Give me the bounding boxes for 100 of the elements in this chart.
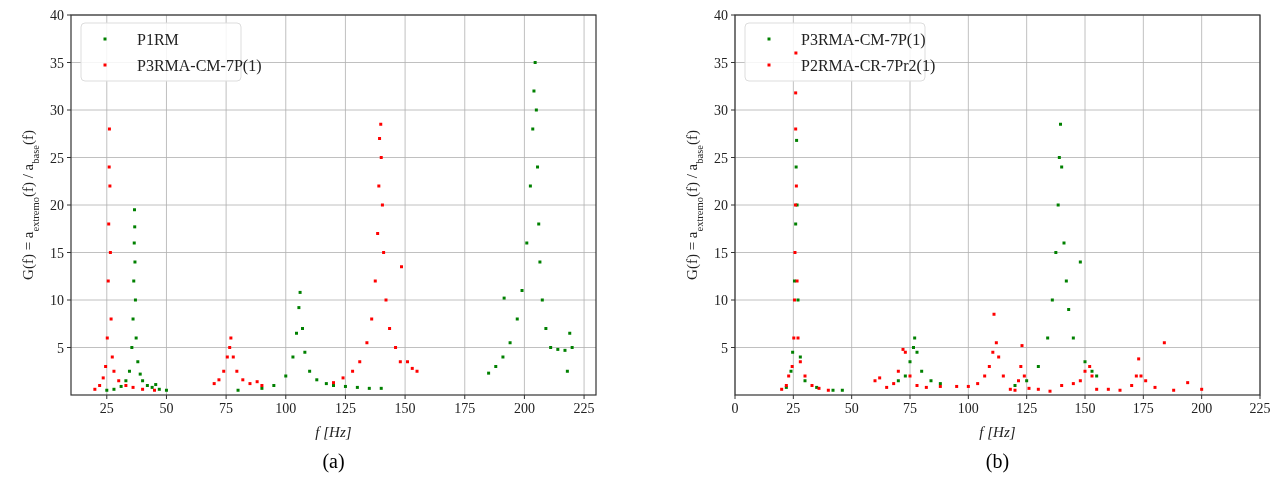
- x-tick-label: 125: [1016, 401, 1038, 416]
- point: [1025, 379, 1029, 383]
- x-tick-label: 150: [394, 401, 416, 416]
- y-tick-label: 20: [714, 198, 728, 213]
- point: [1057, 156, 1061, 159]
- point: [920, 369, 924, 373]
- point: [212, 382, 216, 386]
- point: [388, 327, 392, 330]
- y-tick-label: 35: [714, 55, 728, 71]
- point: [1046, 336, 1050, 340]
- x-tick-label: 25: [99, 401, 114, 416]
- y-tick-label: 40: [50, 8, 64, 23]
- y-tick-label: 15: [714, 245, 728, 261]
- point: [1036, 365, 1040, 368]
- point: [124, 384, 128, 387]
- point: [912, 346, 915, 349]
- point: [1064, 279, 1068, 283]
- y-tick-label: 40: [714, 8, 728, 23]
- point: [231, 355, 235, 359]
- point: [1050, 298, 1054, 302]
- point: [382, 251, 386, 254]
- text: (b): [985, 450, 1010, 473]
- text: (a): [322, 450, 345, 473]
- point: [112, 369, 116, 373]
- y-tick-label: 20: [50, 198, 64, 213]
- point: [105, 336, 109, 340]
- point: [405, 360, 409, 364]
- point: [1056, 203, 1060, 207]
- point: [109, 317, 113, 321]
- x-axis-title: f [Hz]: [315, 424, 352, 440]
- point: [831, 388, 835, 392]
- point: [358, 360, 362, 364]
- point: [373, 279, 377, 283]
- point: [380, 203, 384, 207]
- x-tick-label: 200: [1191, 401, 1213, 416]
- y-tick-label: 25: [50, 150, 64, 166]
- y-tick-label: 25: [714, 150, 728, 166]
- legend-label: P3RMA-CM-7P(1): [801, 31, 926, 49]
- point: [908, 360, 912, 364]
- point: [794, 165, 798, 169]
- point: [1071, 336, 1075, 340]
- point: [398, 360, 402, 364]
- point: [379, 156, 383, 159]
- x-tick-label: 175: [454, 401, 476, 416]
- point: [415, 369, 419, 373]
- point: [794, 222, 798, 226]
- point: [400, 265, 404, 269]
- point: [795, 138, 799, 142]
- point: [341, 376, 345, 380]
- point: [1078, 260, 1082, 264]
- x-tick-label: 200: [513, 401, 535, 416]
- legend-label: P1RM: [137, 31, 179, 48]
- point: [108, 251, 112, 254]
- point: [229, 336, 233, 340]
- y-tick-label: 10: [50, 293, 64, 308]
- point: [365, 341, 369, 345]
- legend-label: P3RMA-CM-7P(1): [137, 57, 262, 75]
- point: [108, 184, 112, 188]
- point: [235, 369, 239, 373]
- point: [376, 232, 380, 235]
- y-tick-label: 15: [50, 245, 64, 261]
- point: [106, 279, 110, 283]
- point: [1095, 374, 1099, 378]
- point: [896, 379, 900, 383]
- point: [384, 298, 388, 302]
- point: [131, 385, 135, 389]
- point: [1083, 360, 1087, 364]
- point: [1013, 384, 1017, 387]
- x-tick-label: 50: [844, 401, 859, 416]
- point: [222, 369, 226, 373]
- point: [803, 379, 807, 383]
- point: [379, 122, 383, 126]
- point: [394, 346, 398, 349]
- point: [110, 355, 114, 359]
- x-tick-label: 75: [219, 401, 234, 416]
- point: [913, 336, 917, 340]
- x-tick-label: 125: [334, 401, 356, 416]
- point: [915, 350, 919, 354]
- x-tick-label: 50: [159, 401, 174, 416]
- point: [241, 378, 245, 382]
- legend-label: P2RMA-CR-7Pr2(1): [801, 57, 936, 75]
- y-tick-label: 5: [57, 340, 64, 356]
- point: [1062, 241, 1066, 245]
- point: [107, 222, 111, 226]
- point: [840, 388, 844, 392]
- point: [248, 382, 252, 386]
- y-tick-label: 30: [714, 103, 728, 118]
- point: [929, 379, 933, 383]
- x-axis-title: f [Hz]: [979, 424, 1016, 440]
- x-tick-label: 25: [786, 401, 801, 416]
- x-tick-label: 75: [903, 401, 917, 416]
- point: [117, 379, 121, 383]
- point: [228, 346, 232, 349]
- point: [351, 369, 355, 373]
- point: [796, 298, 800, 302]
- point: [1054, 251, 1058, 254]
- x-tick-label: 150: [1074, 401, 1096, 416]
- point: [903, 374, 907, 378]
- point: [1067, 308, 1071, 311]
- y-tick-label: 30: [50, 103, 64, 118]
